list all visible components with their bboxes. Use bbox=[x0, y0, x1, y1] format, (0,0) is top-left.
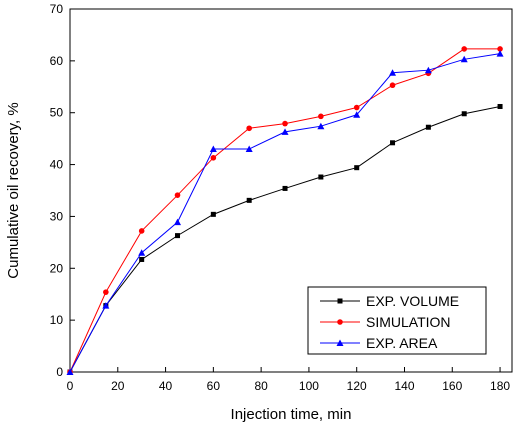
data-point bbox=[102, 302, 110, 309]
x-tick-label: 160 bbox=[442, 379, 462, 393]
data-point bbox=[353, 111, 361, 118]
data-point bbox=[354, 165, 360, 171]
x-tick-label: 40 bbox=[159, 379, 173, 393]
data-point bbox=[139, 256, 145, 262]
data-point bbox=[174, 192, 181, 198]
legend-item: EXP. VOLUME bbox=[320, 293, 459, 309]
data-point bbox=[389, 82, 396, 89]
legend-label: EXP. AREA bbox=[366, 335, 438, 351]
data-point bbox=[103, 289, 109, 295]
x-tick-label: 120 bbox=[347, 379, 367, 393]
y-axis-label: Cumulative oil recovery, % bbox=[5, 102, 22, 278]
data-point bbox=[425, 124, 431, 130]
x-tick-label: 180 bbox=[490, 379, 510, 393]
data-point bbox=[174, 218, 182, 226]
data-point bbox=[210, 155, 217, 161]
y-tick-label: 0 bbox=[56, 365, 63, 379]
legend-label: SIMULATION bbox=[366, 314, 451, 330]
data-point bbox=[389, 69, 397, 76]
legend-swatch-marker bbox=[337, 319, 343, 325]
data-point bbox=[210, 211, 216, 217]
data-point bbox=[496, 50, 504, 57]
data-point bbox=[281, 128, 289, 135]
axis-ticks: 0 20 40 60 80 100 120 140 160 180 0 10 20 30 40 50 60 70 bbox=[50, 2, 511, 393]
data-point bbox=[282, 120, 288, 127]
data-point bbox=[209, 145, 217, 153]
x-tick-label: 80 bbox=[254, 379, 268, 393]
data-point bbox=[317, 122, 325, 130]
x-tick-label: 0 bbox=[67, 379, 74, 393]
data-point bbox=[246, 197, 252, 203]
x-tick-label: 100 bbox=[299, 379, 319, 393]
y-tick-label: 60 bbox=[50, 54, 64, 68]
data-point bbox=[461, 46, 468, 52]
legend-label: EXP. VOLUME bbox=[366, 293, 459, 309]
data-point bbox=[460, 55, 468, 63]
y-tick-label: 40 bbox=[50, 158, 64, 172]
series-layer bbox=[66, 46, 504, 375]
data-point bbox=[245, 145, 253, 153]
plot-frame bbox=[69, 8, 513, 373]
data-point bbox=[497, 103, 503, 109]
data-point bbox=[390, 140, 396, 146]
data-point bbox=[318, 113, 324, 120]
y-tick-label: 10 bbox=[50, 313, 64, 327]
data-point bbox=[246, 125, 252, 132]
legend-swatch-marker bbox=[337, 298, 343, 304]
series-2 bbox=[66, 50, 504, 375]
data-point bbox=[461, 111, 467, 117]
y-tick-label: 20 bbox=[50, 261, 64, 275]
data-point bbox=[282, 185, 288, 191]
x-tick-label: 140 bbox=[394, 379, 414, 393]
legend-swatch-marker bbox=[336, 339, 344, 346]
data-point bbox=[138, 228, 145, 234]
legend: EXP. VOLUME SIMULATION EXP. AREA bbox=[307, 286, 487, 355]
y-tick-label: 50 bbox=[50, 106, 64, 120]
data-point bbox=[353, 104, 360, 111]
data-point bbox=[424, 66, 432, 74]
data-point bbox=[497, 46, 503, 52]
legend-item: SIMULATION bbox=[320, 314, 451, 330]
x-tick-label: 20 bbox=[111, 379, 125, 393]
x-tick-label: 60 bbox=[207, 379, 221, 393]
data-point bbox=[66, 368, 74, 375]
data-point bbox=[138, 249, 146, 256]
x-axis-label: Injection time, min bbox=[231, 406, 352, 423]
y-tick-label: 30 bbox=[50, 209, 64, 223]
y-tick-label: 70 bbox=[50, 2, 64, 16]
data-point bbox=[318, 174, 324, 180]
legend-item: EXP. AREA bbox=[320, 335, 438, 351]
data-point bbox=[175, 233, 181, 239]
